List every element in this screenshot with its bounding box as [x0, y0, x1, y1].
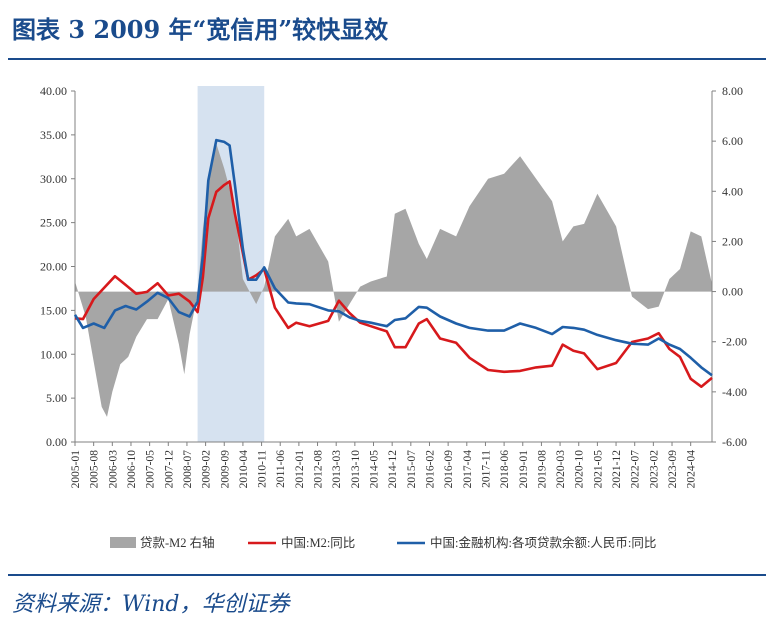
- legend-label: 贷款-M2 右轴: [140, 535, 215, 550]
- x-tick-label: 2019-08: [536, 450, 548, 489]
- left-tick-label: 25.00: [40, 216, 67, 230]
- source-divider: [8, 574, 766, 576]
- right-tick-label: -4.00: [722, 385, 747, 399]
- right-tick-label: -2.00: [722, 335, 747, 349]
- x-tick-label: 2006-03: [107, 450, 119, 489]
- x-tick-label: 2012-08: [313, 450, 325, 489]
- right-tick-label: 6.00: [722, 134, 743, 148]
- area-series-loan-minus-m2: [75, 143, 712, 417]
- x-tick-label: 2023-02: [648, 450, 660, 489]
- x-tick-label: 2024-04: [686, 450, 698, 489]
- x-tick-label: 2010-11: [257, 450, 269, 488]
- page-title: 图表 3 2009 年“宽信用”较快显效: [12, 15, 389, 44]
- x-tick-label: 2008-07: [182, 450, 194, 489]
- x-tick-label: 2023-09: [667, 450, 679, 489]
- title-divider: [8, 58, 766, 60]
- right-tick-label: 8.00: [722, 84, 743, 98]
- legend-label: 中国:M2:同比: [281, 535, 355, 550]
- left-tick-label: 40.00: [40, 84, 67, 98]
- left-tick-label: 35.00: [40, 128, 67, 142]
- x-tick-label: 2021-12: [611, 450, 623, 489]
- left-tick-label: 30.00: [40, 172, 67, 186]
- x-tick-label: 2020-10: [574, 450, 586, 489]
- right-tick-label: 0.00: [722, 285, 743, 299]
- x-tick-label: 2017-04: [462, 450, 474, 489]
- left-tick-label: 5.00: [46, 391, 67, 405]
- x-tick-label: 2014-05: [369, 450, 381, 489]
- chart: 0.00 5.00 10.00 15.00 20.00 25.00 30.00 35.00 40…: [40, 84, 747, 550]
- x-tick-label: 2019-01: [518, 450, 530, 489]
- x-tick-label: 2017-11: [480, 450, 492, 488]
- x-tick-label: 2010-04: [238, 450, 250, 489]
- x-tick-label: 2012-01: [294, 450, 306, 489]
- x-tick-label: 2016-02: [424, 450, 436, 489]
- line-series-m2: [74, 180, 713, 389]
- line-series-loan-balance: [73, 138, 713, 377]
- x-tick-label: 2015-07: [406, 450, 418, 489]
- x-tick-label: 2009-09: [219, 450, 231, 489]
- x-tick-label: 2022-07: [630, 450, 642, 489]
- x-tick-label: 2006-10: [126, 450, 138, 489]
- left-tick-label: 15.00: [40, 303, 67, 317]
- x-tick-label: 2016-09: [443, 450, 455, 489]
- left-tick-label: 10.00: [40, 347, 67, 361]
- left-tick-label: 20.00: [40, 260, 67, 274]
- right-tick-label: -6.00: [722, 435, 747, 449]
- right-tick-label: 4.00: [722, 184, 743, 198]
- x-tick-label: 2005-08: [89, 450, 101, 489]
- x-tick-label: 2013-10: [350, 450, 362, 489]
- right-tick-label: 2.00: [722, 234, 743, 248]
- x-tick-label: 2013-03: [331, 450, 343, 489]
- x-tick-label: 2009-02: [201, 450, 213, 489]
- x-tick-label: 2011-06: [275, 450, 287, 488]
- x-tick-label: 2018-06: [499, 450, 511, 489]
- x-tick-label: 2007-12: [163, 450, 175, 489]
- legend-label: 中国:金融机构:各项贷款余额:人民币:同比: [430, 535, 656, 550]
- x-tick-label: 2014-12: [387, 450, 399, 489]
- legend-swatch-area: [110, 537, 136, 548]
- source-note: 资料来源：Wind，华创证券: [12, 592, 290, 617]
- x-tick-label: 2007-05: [145, 450, 157, 489]
- x-tick-label: 2021-05: [592, 450, 604, 489]
- x-tick-label: 2020-03: [555, 450, 567, 489]
- left-tick-label: 0.00: [46, 435, 67, 449]
- x-tick-label: 2005-01: [70, 450, 82, 489]
